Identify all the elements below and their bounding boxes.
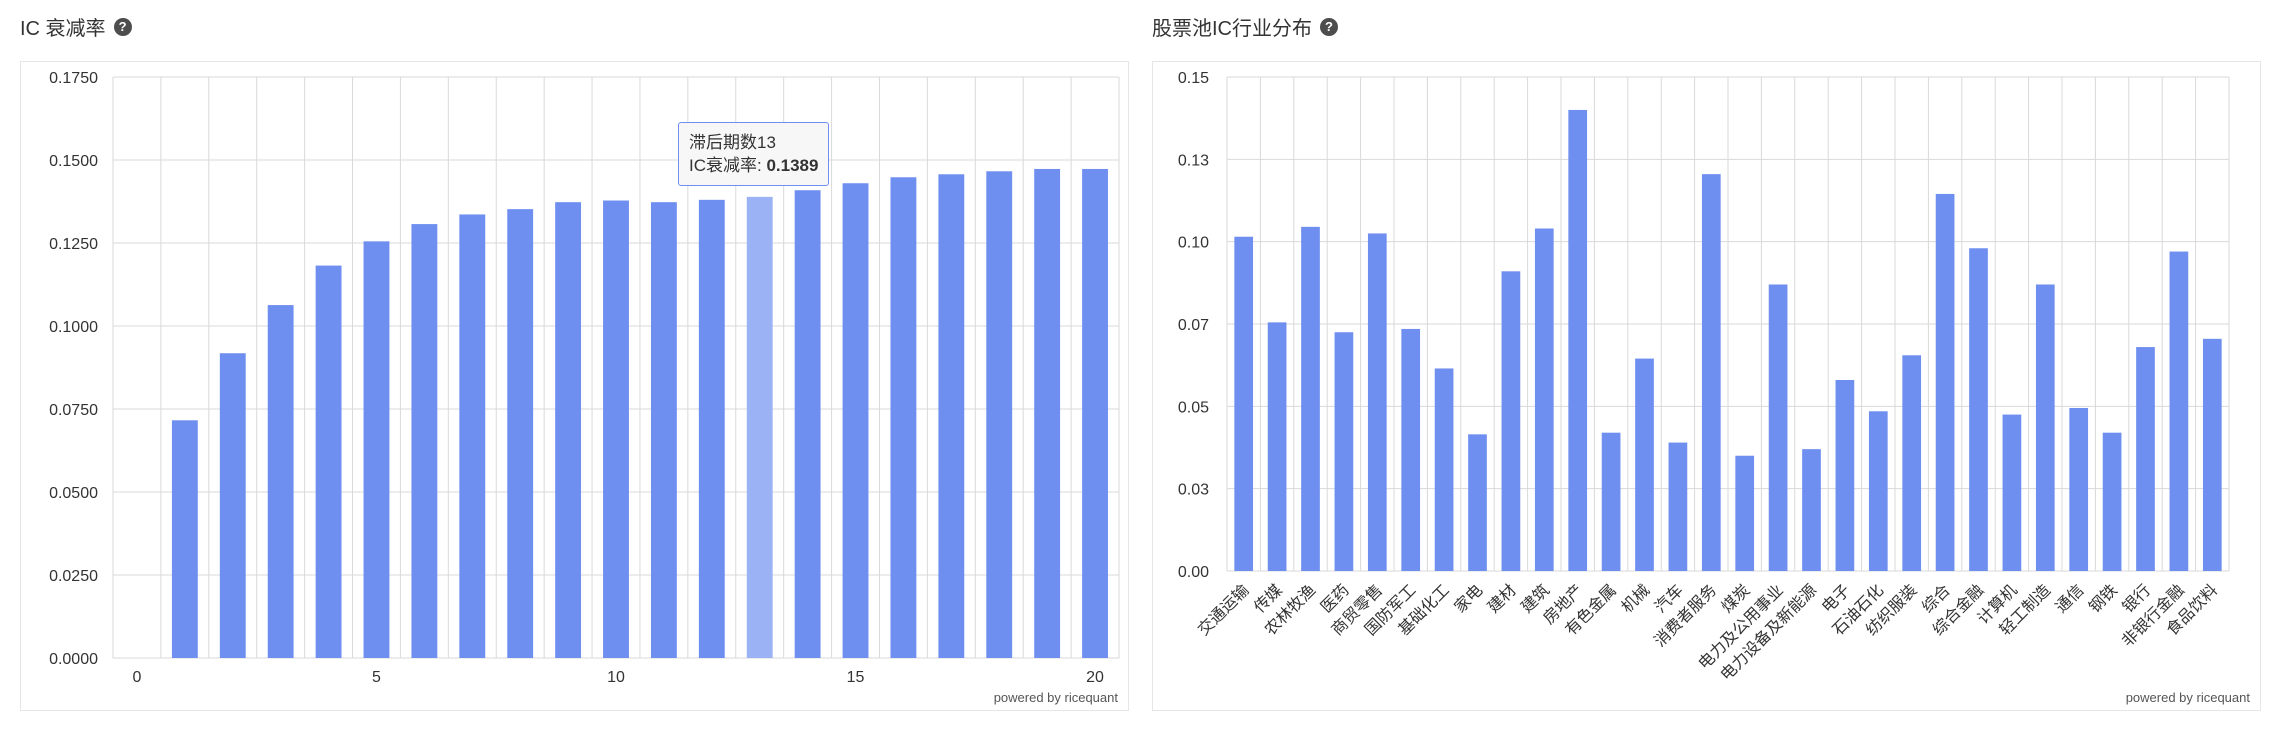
- y-tick-label: 0.0500: [49, 485, 98, 502]
- x-tick-label: 10: [607, 669, 625, 686]
- bar: [842, 183, 869, 658]
- bar: [1735, 455, 1755, 571]
- x-tick-label: 5: [372, 669, 381, 686]
- bar: [1267, 322, 1287, 571]
- bar: [986, 171, 1013, 658]
- chart-tooltip: 滞后期数13 IC衰减率: 0.1389: [678, 122, 830, 186]
- bar: [171, 420, 198, 658]
- grid: [1226, 76, 2230, 572]
- y-tick-label: 0.1000: [49, 319, 98, 336]
- bar: [1234, 236, 1254, 571]
- bar: [363, 241, 390, 658]
- bar: [2102, 432, 2122, 571]
- x-category-label: 钢铁: [2086, 581, 2121, 616]
- bar: [1082, 168, 1108, 658]
- bar: [1401, 328, 1421, 571]
- bar: [1601, 432, 1621, 571]
- industry-ic-bar-chart: 0.000.030.050.070.100.130.15交通运输传媒农林牧渔医药…: [1178, 70, 2251, 705]
- bar: [746, 196, 773, 659]
- bar: [938, 174, 965, 658]
- x-tick-label: 20: [1086, 669, 1104, 686]
- bar: [1367, 233, 1387, 571]
- bar: [1501, 271, 1521, 571]
- bar: [794, 190, 821, 658]
- tooltip-value: 0.1389: [766, 156, 819, 175]
- bar: [2035, 284, 2055, 571]
- x-tick-label: 15: [847, 669, 865, 686]
- bar: [1434, 368, 1454, 571]
- bar: [1301, 226, 1320, 571]
- x-category-label: 建材: [1484, 581, 1519, 616]
- bar: [2002, 414, 2022, 571]
- ic-decay-title: IC 衰减率: [20, 18, 106, 40]
- bar: [1902, 355, 1922, 571]
- tooltip-header: 滞后期数13: [689, 133, 776, 152]
- x-category-label: 消费者服务: [1651, 581, 1720, 650]
- bar: [2202, 338, 2222, 571]
- industry-ic-title-row: 股票池IC行业分布 ?: [1152, 12, 1338, 41]
- y-tick-label: 0.1500: [49, 153, 98, 170]
- y-tick-label: 0.10: [1178, 235, 1209, 252]
- powered-by-credit: powered by ricequant: [994, 690, 1119, 705]
- bar: [1334, 332, 1354, 571]
- y-tick-label: 0.15: [1178, 70, 1209, 87]
- bar: [1668, 442, 1688, 571]
- bar: [2069, 407, 2089, 571]
- y-tick-label: 0.05: [1178, 399, 1209, 416]
- bar: [507, 209, 534, 659]
- bar: [1701, 174, 1721, 572]
- bar: [2169, 251, 2189, 571]
- bar: [411, 224, 438, 659]
- x-category-label: 家电: [1451, 581, 1486, 616]
- y-tick-label: 0.1250: [49, 236, 98, 253]
- x-category-label: 通信: [2052, 581, 2087, 616]
- y-tick-label: 0.00: [1178, 564, 1209, 581]
- bar: [1835, 379, 1855, 571]
- bar: [555, 202, 582, 658]
- bar: [1635, 358, 1654, 571]
- powered-by-credit: powered by ricequant: [2126, 690, 2251, 705]
- bar: [315, 265, 342, 658]
- y-tick-label: 0.0750: [49, 402, 98, 419]
- ic-decay-title-row: IC 衰减率 ?: [20, 12, 132, 41]
- y-tick-label: 0.03: [1178, 482, 1209, 499]
- tooltip-label: IC衰减率:: [689, 156, 767, 175]
- industry-ic-title: 股票池IC行业分布: [1152, 18, 1312, 40]
- bar: [1534, 228, 1554, 571]
- bar: [1768, 284, 1788, 571]
- y-tick-label: 0.0000: [49, 651, 98, 668]
- bar: [219, 353, 246, 658]
- bar: [459, 214, 486, 658]
- bar: [1568, 109, 1588, 571]
- question-circle-icon[interactable]: ?: [113, 17, 132, 36]
- bar: [1868, 411, 1888, 571]
- x-category-label: 机械: [1618, 581, 1653, 616]
- bar: [1969, 248, 1988, 571]
- x-category-label: 交通运输: [1195, 581, 1253, 639]
- bar: [603, 200, 629, 658]
- bar: [1935, 193, 1955, 571]
- bar: [1034, 168, 1061, 658]
- y-tick-label: 0.07: [1178, 317, 1209, 334]
- bar: [267, 305, 294, 658]
- y-tick-label: 0.0250: [49, 568, 98, 585]
- ic-decay-bar-chart: 0.0000 0.0250 0.0500 0.0750 0.1000 0.1250 0.15…: [49, 70, 1120, 705]
- industry-ic-chart: 0.00 0.03 0.05 0.07 0.10 0.13 0.15 交通运输 传媒 农林牧渔 医药…: [1152, 61, 2261, 711]
- x-tick-label: 0: [132, 669, 141, 686]
- bar: [2136, 347, 2155, 571]
- ic-decay-chart: 0.0000 0.0250 0.0500 0.0750 0.1000 0.1250 0.15…: [20, 61, 1129, 711]
- y-tick-label: 0.1750: [49, 70, 98, 87]
- bar: [650, 202, 677, 658]
- bar: [698, 199, 725, 658]
- y-tick-label: 0.13: [1178, 152, 1209, 169]
- bar: [1468, 434, 1487, 571]
- question-circle-icon[interactable]: ?: [1320, 17, 1338, 36]
- bar: [1802, 449, 1821, 571]
- bar: [890, 177, 917, 658]
